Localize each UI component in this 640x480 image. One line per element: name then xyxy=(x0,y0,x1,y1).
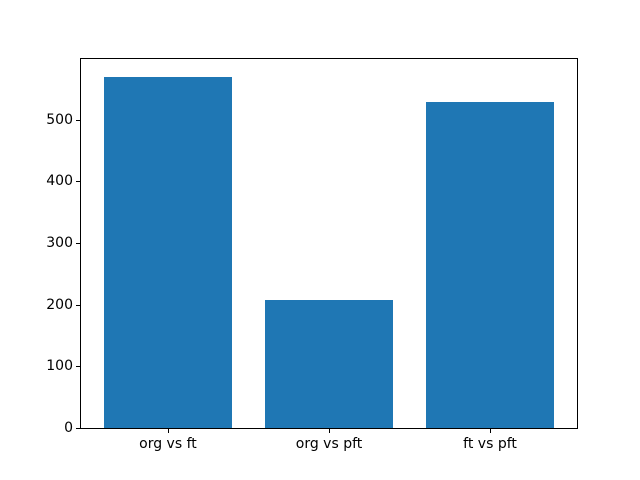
y-tick-label: 0 xyxy=(64,420,73,436)
bar-ft-vs-pft xyxy=(425,101,555,428)
bar-org-vs-pft xyxy=(264,299,394,428)
y-tick-label: 100 xyxy=(46,358,73,375)
x-tick-mark xyxy=(329,429,330,433)
y-tick-label: 200 xyxy=(46,296,73,313)
y-tick-mark xyxy=(76,243,80,245)
y-tick-mark xyxy=(76,304,80,306)
y-tick-label: 500 xyxy=(46,111,73,128)
x-tick-mark xyxy=(490,429,492,433)
bar-org-vs-ft xyxy=(103,76,233,428)
y-tick-mark xyxy=(76,181,80,183)
y-tick-mark xyxy=(76,428,80,429)
y-tick-mark xyxy=(76,366,80,368)
x-tick-label: org vs ft xyxy=(139,436,197,452)
x-tick-mark xyxy=(167,429,169,433)
y-tick-mark xyxy=(76,119,80,121)
y-tick-label: 400 xyxy=(46,173,73,190)
plot-area: org vs ft org vs pft ft vs pft 0 100 200 300 40… xyxy=(46,58,578,451)
x-tick-label: ft vs pft xyxy=(463,436,517,452)
y-tick-label: 300 xyxy=(46,235,73,252)
x-tick-label: org vs pft xyxy=(295,436,363,452)
